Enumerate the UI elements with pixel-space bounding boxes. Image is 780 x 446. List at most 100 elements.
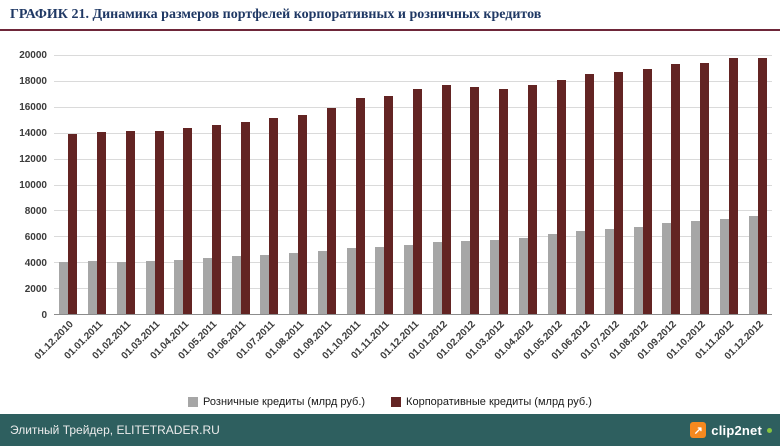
legend-item-corporate: Корпоративные кредиты (млрд руб.) bbox=[391, 396, 592, 408]
bar-corporate bbox=[412, 88, 422, 314]
clip2net-logo[interactable]: ↗ clip2net bbox=[690, 422, 772, 438]
bar-corporate bbox=[240, 121, 250, 314]
bar-group bbox=[169, 55, 198, 314]
bar-corporate bbox=[614, 71, 624, 314]
bar-group bbox=[399, 55, 428, 314]
footer-bar: Элитный Трейдер, ELITETRADER.RU ↗ clip2n… bbox=[0, 414, 780, 446]
bar-group bbox=[198, 55, 227, 314]
bar-corporate bbox=[326, 108, 336, 314]
legend-swatch-retail bbox=[188, 397, 199, 407]
bar-group bbox=[226, 55, 255, 314]
bar-corporate bbox=[470, 87, 480, 314]
bar-corporate bbox=[384, 95, 394, 314]
bar-retail bbox=[432, 242, 442, 314]
bar-corporate bbox=[642, 69, 652, 314]
bar-retail bbox=[260, 255, 270, 314]
plot-row: 20000 18000 16000 14000 12000 10000 8000 6000 40… bbox=[8, 50, 772, 321]
y-axis-label: 20000 bbox=[19, 50, 47, 61]
clip2net-arrow-icon: ↗ bbox=[690, 422, 707, 438]
y-axis-label: 16000 bbox=[19, 102, 47, 113]
bar-corporate bbox=[269, 118, 279, 314]
bar-group bbox=[743, 55, 772, 314]
bar-retail bbox=[231, 256, 241, 314]
bar-corporate bbox=[671, 64, 681, 314]
bar-group bbox=[571, 55, 600, 314]
y-axis-label: 8000 bbox=[24, 206, 47, 217]
bar-retail bbox=[461, 241, 471, 314]
bar-retail bbox=[289, 252, 299, 314]
bar-retail bbox=[174, 259, 184, 314]
bar-group bbox=[542, 55, 571, 314]
bar-retail bbox=[633, 226, 643, 314]
bar-group bbox=[140, 55, 169, 314]
y-axis-label: 6000 bbox=[24, 232, 47, 243]
bar-group bbox=[255, 55, 284, 314]
bar-corporate bbox=[527, 85, 537, 314]
bar-retail bbox=[748, 216, 758, 314]
chart-header: ГРАФИК 21. Динамика размеров портфелей к… bbox=[0, 0, 780, 31]
y-axis-label: 0 bbox=[41, 310, 47, 321]
bar-corporate bbox=[125, 131, 135, 314]
bar-group bbox=[312, 55, 341, 314]
bar-retail bbox=[576, 231, 586, 314]
bar-group bbox=[686, 55, 715, 314]
chart-title: ГРАФИК 21. Динамика размеров портфелей к… bbox=[10, 7, 542, 22]
bar-group bbox=[83, 55, 112, 314]
bar-group bbox=[54, 55, 83, 314]
bar-retail bbox=[375, 246, 385, 314]
bar-retail bbox=[116, 261, 126, 314]
gridline bbox=[54, 80, 772, 82]
bar-retail bbox=[547, 234, 557, 314]
bar-retail bbox=[403, 244, 413, 314]
bar-corporate bbox=[556, 79, 566, 314]
bar-corporate bbox=[154, 130, 164, 314]
plot-area bbox=[54, 55, 772, 315]
bar-retail bbox=[346, 247, 356, 314]
bar-retail bbox=[605, 229, 615, 314]
y-axis-label: 2000 bbox=[24, 284, 47, 295]
bar-retail bbox=[202, 257, 212, 314]
y-axis: 20000 18000 16000 14000 12000 10000 8000 6000 40… bbox=[8, 50, 54, 321]
bar-group bbox=[456, 55, 485, 314]
bar-retail bbox=[691, 221, 701, 314]
bar-group bbox=[341, 55, 370, 314]
clip2net-text: clip2net bbox=[711, 422, 762, 438]
bar-group bbox=[111, 55, 140, 314]
footer-credit: Элитный Трейдер, ELITETRADER.RU bbox=[10, 423, 220, 437]
bar-group bbox=[370, 55, 399, 314]
bar-chart: 20000 18000 16000 14000 12000 10000 8000 6000 40… bbox=[0, 31, 780, 414]
y-axis-label: 4000 bbox=[24, 258, 47, 269]
bar-corporate bbox=[211, 124, 221, 314]
bar-group bbox=[657, 55, 686, 314]
bar-corporate bbox=[355, 97, 365, 314]
bar-corporate bbox=[728, 58, 738, 314]
bar-retail bbox=[490, 240, 500, 314]
bar-group bbox=[284, 55, 313, 314]
bar-group bbox=[427, 55, 456, 314]
bar-retail bbox=[662, 223, 672, 314]
bar-retail bbox=[145, 260, 155, 314]
legend-label-retail: Розничные кредиты (млрд руб.) bbox=[203, 396, 366, 408]
bar-group bbox=[514, 55, 543, 314]
bar-corporate bbox=[499, 89, 509, 314]
bar-corporate bbox=[183, 128, 193, 314]
bar-group bbox=[628, 55, 657, 314]
y-axis-label: 10000 bbox=[19, 180, 47, 191]
gridline bbox=[54, 55, 772, 56]
bars bbox=[54, 55, 772, 314]
y-axis-label: 14000 bbox=[19, 128, 47, 139]
bar-corporate bbox=[585, 74, 595, 314]
bar-retail bbox=[317, 250, 327, 314]
bar-retail bbox=[59, 261, 69, 314]
legend-label-corporate: Корпоративные кредиты (млрд руб.) bbox=[406, 396, 592, 408]
bar-corporate bbox=[441, 85, 451, 314]
legend: Розничные кредиты (млрд руб.) Корпоративн… bbox=[8, 393, 772, 411]
y-axis-label: 18000 bbox=[19, 76, 47, 87]
legend-item-retail: Розничные кредиты (млрд руб.) bbox=[188, 396, 365, 408]
bar-group bbox=[600, 55, 629, 314]
bar-group bbox=[485, 55, 514, 314]
bar-corporate bbox=[97, 132, 107, 314]
bar-retail bbox=[719, 218, 729, 314]
clip2net-green-dot-icon bbox=[767, 428, 772, 433]
